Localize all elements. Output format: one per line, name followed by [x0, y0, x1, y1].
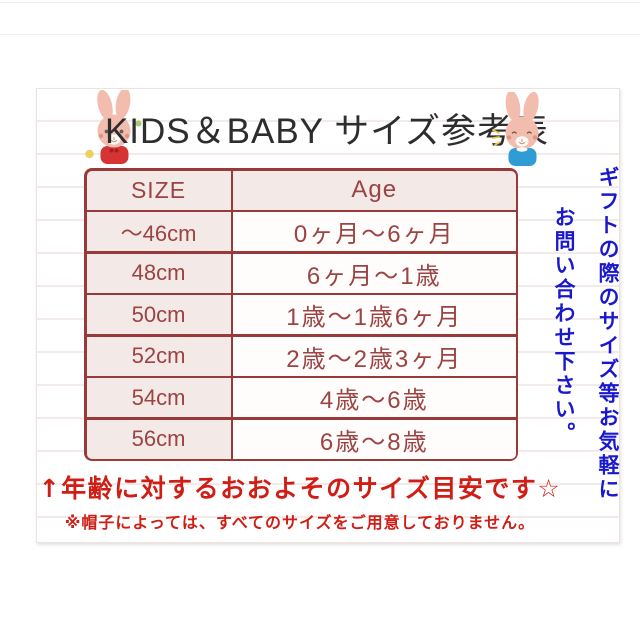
table-header-age: Age	[233, 170, 516, 210]
table-cell-size: ～46cm	[86, 212, 231, 251]
bunny-right-icon	[492, 92, 539, 166]
table-cell-size: 52cm	[86, 336, 231, 376]
gift-inquiry-note: ギフトの際のサイズ等お気軽に お問い合わせ下さい。	[542, 166, 630, 538]
table-cell-age: 6ヶ月～1歳	[233, 253, 516, 293]
table-cell-age: 6歳～8歳	[233, 419, 516, 459]
table-cell-size: 50cm	[86, 295, 231, 334]
page-title: KIDS＆BABY サイズ参考表	[104, 112, 550, 151]
gift-inquiry-line1: ギフトの際のサイズ等お気軽に	[596, 166, 620, 502]
size-reference-table: SIZE Age ～46cm 0ヶ月～6ヶ月 48cm 6ヶ月～1歳 50cm …	[84, 168, 518, 461]
table-cell-size: 48cm	[86, 253, 231, 293]
table-cell-age: 4歳～6歳	[233, 378, 516, 417]
table-cell-age: 2歳～2歳3ヶ月	[233, 336, 516, 376]
ruled-lines-top	[0, 2, 640, 35]
availability-note: ※帽子によっては、すべてのサイズをご用意しておりません。	[64, 513, 536, 532]
table-cell-age: 0ヶ月～6ヶ月	[233, 212, 516, 251]
table-header-size: SIZE	[86, 170, 231, 210]
table-cell-age: 1歳～1歳6ヶ月	[233, 295, 516, 334]
bunny-left-icon	[85, 90, 142, 164]
size-guide-note: ↑年齢に対するおおよそのサイズ目安です☆	[38, 474, 562, 503]
table-cell-size: 56cm	[86, 419, 231, 459]
gift-inquiry-line2: お問い合わせ下さい。	[552, 206, 576, 446]
table-cell-size: 54cm	[86, 378, 231, 417]
